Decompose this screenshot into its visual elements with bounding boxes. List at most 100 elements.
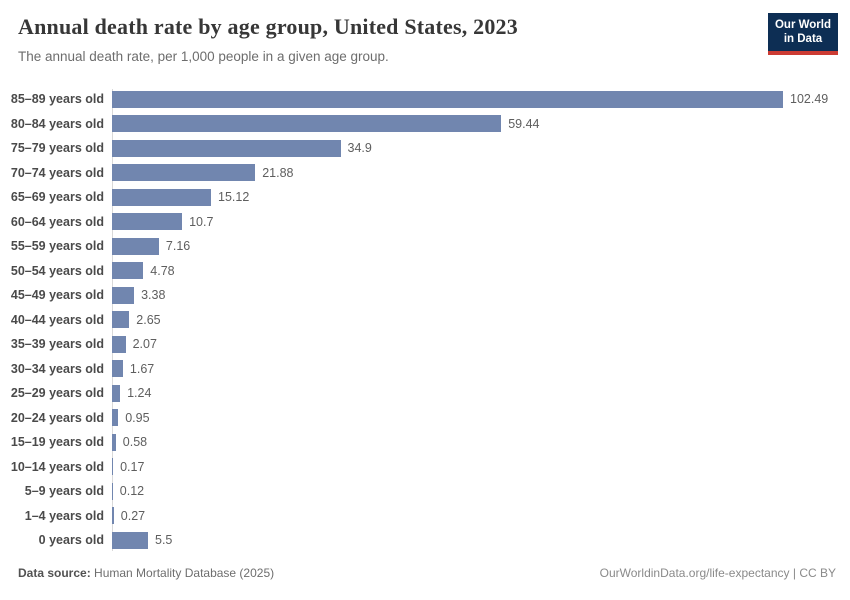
chart-footer: Data source: Human Mortality Database (2… [18, 566, 836, 580]
category-label: 85–89 years old [10, 92, 104, 107]
category-label: 45–49 years old [10, 288, 104, 303]
bar-track: 0.95 [112, 409, 850, 427]
data-source-value: Human Mortality Database (2025) [90, 566, 275, 580]
bar-track: 1.24 [112, 384, 850, 402]
bar-chart: 85–89 years old 102.49 80–84 years old 59.4… [0, 87, 850, 553]
bar-track: 102.49 [112, 90, 850, 108]
bar-row: 1–4 years old 0.27 [0, 504, 850, 529]
bar-row: 35–39 years old 2.07 [0, 332, 850, 357]
bar-track: 34.9 [112, 139, 850, 157]
bar-row: 80–84 years old 59.44 [0, 112, 850, 137]
owid-logo-line2: in Data [783, 33, 823, 46]
category-label: 80–84 years old [10, 116, 104, 131]
bar-track: 0.27 [112, 507, 850, 525]
bar-track: 10.7 [112, 213, 850, 231]
bar-track: 5.5 [112, 531, 850, 549]
bar-row: 25–29 years old 1.24 [0, 381, 850, 406]
bar[interactable] [112, 164, 256, 182]
bar-row: 55–59 years old 7.16 [0, 234, 850, 259]
owid-logo-line1: Our World [774, 19, 831, 31]
category-label: 20–24 years old [10, 410, 104, 425]
category-label: 1–4 years old [24, 508, 104, 523]
bar[interactable] [112, 90, 783, 108]
category-label: 30–34 years old [10, 361, 104, 376]
value-label: 0.17 [120, 459, 145, 474]
chart-header: Annual death rate by age group, United S… [18, 14, 750, 66]
category-label: 50–54 years old [10, 263, 104, 278]
value-label: 7.16 [165, 239, 191, 254]
bar-row: 85–89 years old 102.49 [0, 87, 850, 112]
category-label: 55–59 years old [10, 239, 104, 254]
bar-track: 0.17 [112, 458, 850, 476]
data-source-label: Data source: [18, 566, 91, 580]
value-label: 1.67 [129, 361, 155, 376]
bar[interactable] [112, 458, 114, 476]
bar[interactable] [112, 139, 341, 157]
bar[interactable] [112, 409, 119, 427]
bar-track: 15.12 [112, 188, 850, 206]
bar-row: 10–14 years old 0.17 [0, 455, 850, 480]
bar[interactable] [112, 237, 159, 255]
value-label: 0.58 [122, 435, 148, 450]
value-label: 1.24 [127, 386, 152, 401]
category-label: 25–29 years old [10, 386, 104, 401]
bar-row: 5–9 years old 0.12 [0, 479, 850, 504]
bar[interactable] [112, 433, 116, 451]
value-label: 34.9 [347, 141, 372, 156]
bar[interactable] [112, 335, 126, 353]
value-label: 15.12 [218, 190, 250, 205]
bar-track: 1.67 [112, 360, 850, 378]
category-label: 75–79 years old [10, 141, 104, 156]
category-label: 70–74 years old [10, 165, 104, 180]
bar-track: 59.44 [112, 115, 850, 133]
bar-row: 45–49 years old 3.38 [0, 283, 850, 308]
credit-line: OurWorldinData.org/life-expectancy | CC … [600, 566, 836, 580]
value-label: 21.88 [262, 165, 294, 180]
bar-track: 0.58 [112, 433, 850, 451]
value-label: 2.07 [132, 337, 157, 352]
bar-track: 21.88 [112, 164, 850, 182]
bar[interactable] [112, 531, 148, 549]
value-label: 0.27 [120, 508, 146, 523]
bar[interactable] [112, 262, 144, 280]
bar-track: 7.16 [112, 237, 850, 255]
bar[interactable] [112, 507, 114, 525]
category-label: 15–19 years old [10, 435, 104, 450]
data-source: Data source: Human Mortality Database (2… [18, 566, 274, 580]
bar[interactable] [112, 311, 130, 329]
bar-track: 0.12 [112, 482, 850, 500]
category-label: 0 years old [38, 533, 104, 548]
value-label: 59.44 [508, 116, 540, 131]
owid-logo: Our World in Data [768, 13, 838, 55]
bar-row: 75–79 years old 34.9 [0, 136, 850, 161]
category-label: 40–44 years old [10, 312, 104, 327]
bar[interactable] [112, 188, 211, 206]
value-label: 4.78 [150, 263, 175, 278]
category-label: 60–64 years old [10, 214, 104, 229]
category-label: 35–39 years old [10, 337, 104, 352]
bar[interactable] [112, 384, 121, 402]
bar-chart-rows: 85–89 years old 102.49 80–84 years old 59.4… [0, 87, 850, 553]
chart-title: Annual death rate by age group, United S… [18, 14, 518, 39]
bar[interactable] [112, 482, 113, 500]
bar[interactable] [112, 286, 135, 304]
value-label: 102.49 [790, 92, 829, 107]
bar-row: 15–19 years old 0.58 [0, 430, 850, 455]
bar-track: 4.78 [112, 262, 850, 280]
bar-track: 2.07 [112, 335, 850, 353]
bar-row: 65–69 years old 15.12 [0, 185, 850, 210]
owid-url-link[interactable]: OurWorldinData.org/life-expectancy [599, 566, 790, 580]
value-label: 10.7 [189, 214, 214, 229]
bar[interactable] [112, 213, 183, 231]
value-label: 0.95 [125, 410, 150, 425]
bar-track: 3.38 [112, 286, 850, 304]
value-label: 2.65 [136, 312, 161, 327]
bar[interactable] [112, 115, 502, 133]
bar[interactable] [112, 360, 123, 378]
credit-separator: | [789, 566, 800, 580]
category-label: 5–9 years old [24, 484, 104, 499]
category-label: 10–14 years old [10, 459, 104, 474]
bar-row: 0 years old 5.5 [0, 528, 850, 553]
bar-row: 60–64 years old 10.7 [0, 210, 850, 235]
